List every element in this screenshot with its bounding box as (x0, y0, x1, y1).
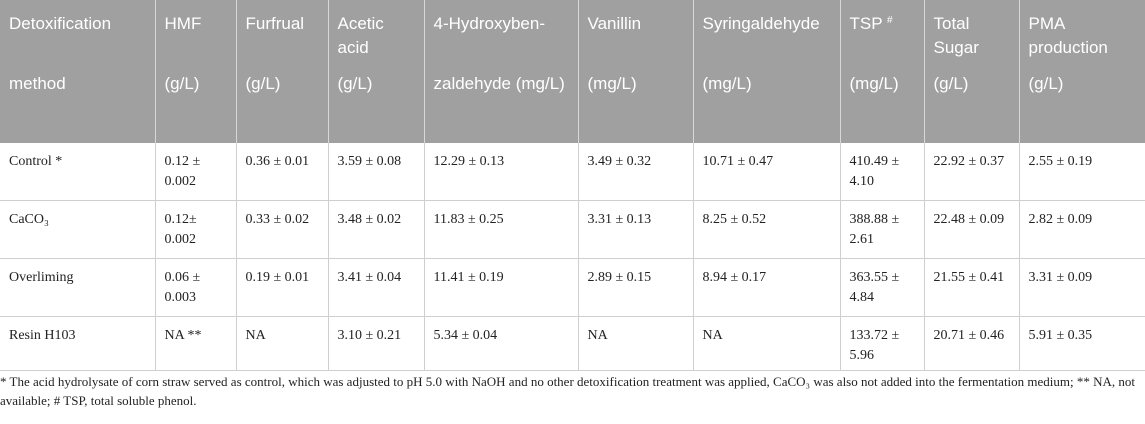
unit-tsp: (mg/L) (839, 72, 924, 143)
table-cell: 10.71 ± 0.47 (692, 143, 840, 201)
unit-hmf: (g/L) (154, 72, 236, 143)
table-cell: Resin H103 (0, 316, 155, 371)
col-header-tsp: TSP # (839, 0, 924, 72)
table-cell: 5.34 ± 0.04 (423, 316, 578, 371)
table-cell: NA ** (154, 316, 236, 371)
table-cell: 22.92 ± 0.37 (923, 143, 1019, 201)
table-cell: 3.31 ± 0.09 (1018, 258, 1145, 317)
table-cell: 12.29 ± 0.13 (423, 143, 578, 201)
table-cell: 8.25 ± 0.52 (692, 200, 840, 259)
table-cell: 22.48 ± 0.09 (923, 200, 1019, 259)
table-cell: 388.88 ± 2.61 (839, 200, 924, 259)
table-row: Resin H103 NA ** NA 3.10 ± 0.21 5.34 ± 0… (0, 316, 1145, 371)
table-footnote: * The acid hydrolysate of corn straw ser… (0, 374, 1136, 408)
unit-syringaldehyde: (mg/L) (692, 72, 840, 143)
col-header-acetic-acid: Acetic acid (327, 0, 424, 72)
table-cell: 0.19 ± 0.01 (235, 258, 328, 317)
unit-pma-production: (g/L) (1018, 72, 1145, 143)
table-cell: 2.55 ± 0.19 (1018, 143, 1145, 201)
table-row: CaCO₃ 0.12± 0.002 0.33 ± 0.02 3.48 ± 0.0… (0, 200, 1145, 259)
col-header-syringaldehyde: Syringaldehyde (692, 0, 840, 72)
table-cell: 0.36 ± 0.01 (235, 143, 328, 201)
unit-hydroxybenzaldehyde: zaldehyde (mg/L) (423, 72, 578, 143)
table-cell: NA (692, 316, 840, 371)
table-cell: 11.41 ± 0.19 (423, 258, 578, 317)
table-cell: 3.48 ± 0.02 (327, 200, 424, 259)
table-cell: 0.12± 0.002 (154, 200, 236, 259)
table-row: Control * 0.12 ± 0.002 0.36 ± 0.01 3.59 … (0, 143, 1145, 201)
table-cell: Overliming (0, 258, 155, 317)
unit-furfrual: (g/L) (235, 72, 328, 143)
unit-vanillin: (mg/L) (577, 72, 693, 143)
table-cell: CaCO₃ (0, 200, 155, 259)
table-cell: 20.71 ± 0.46 (923, 316, 1019, 371)
table-cell: 3.41 ± 0.04 (327, 258, 424, 317)
table-cell: NA (577, 316, 693, 371)
col-header-pma-production: PMA production (1018, 0, 1145, 72)
unit-total-sugar: (g/L) (923, 72, 1019, 143)
table-cell: 0.06 ± 0.003 (154, 258, 236, 317)
table-cell: 3.31 ± 0.13 (577, 200, 693, 259)
unit-method: method (0, 72, 155, 143)
table-cell: 2.82 ± 0.09 (1018, 200, 1145, 259)
col-header-hmf: HMF (154, 0, 236, 72)
col-header-vanillin: Vanillin (577, 0, 693, 72)
table-cell: 3.10 ± 0.21 (327, 316, 424, 371)
header-row-1: Detoxification HMF Furfrual Acetic acid … (0, 0, 1145, 72)
table-cell: 11.83 ± 0.25 (423, 200, 578, 259)
table-cell: 5.91 ± 0.35 (1018, 316, 1145, 371)
table-cell: 8.94 ± 0.17 (692, 258, 840, 317)
table-cell: 0.33 ± 0.02 (235, 200, 328, 259)
table-cell: 21.55 ± 0.41 (923, 258, 1019, 317)
col-header-total-sugar: Total Sugar (923, 0, 1019, 72)
table-cell: 2.89 ± 0.15 (577, 258, 693, 317)
table-cell: 363.55 ± 4.84 (839, 258, 924, 317)
unit-acetic-acid: (g/L) (327, 72, 424, 143)
tsp-footnote-mark: # (887, 15, 893, 26)
col-header-method: Detoxification (0, 0, 155, 72)
table-cell: 0.12 ± 0.002 (154, 143, 236, 201)
table-cell: 3.49 ± 0.32 (577, 143, 693, 201)
table-cell: 3.59 ± 0.08 (327, 143, 424, 201)
table-cell: 410.49 ± 4.10 (839, 143, 924, 201)
table-cell: Control * (0, 143, 155, 201)
header-row-2: method (g/L) (g/L) (g/L) zaldehyde (mg/L… (0, 72, 1145, 143)
tsp-label: TSP (849, 14, 883, 33)
col-header-furfrual: Furfrual (235, 0, 328, 72)
data-table: Detoxification HMF Furfrual Acetic acid … (0, 0, 1145, 371)
table-row: Overliming 0.06 ± 0.003 0.19 ± 0.01 3.41… (0, 258, 1145, 317)
table-cell: 133.72 ± 5.96 (839, 316, 924, 371)
col-header-hydroxybenzaldehyde: 4-Hydroxyben- (423, 0, 578, 72)
table-cell: NA (235, 316, 328, 371)
